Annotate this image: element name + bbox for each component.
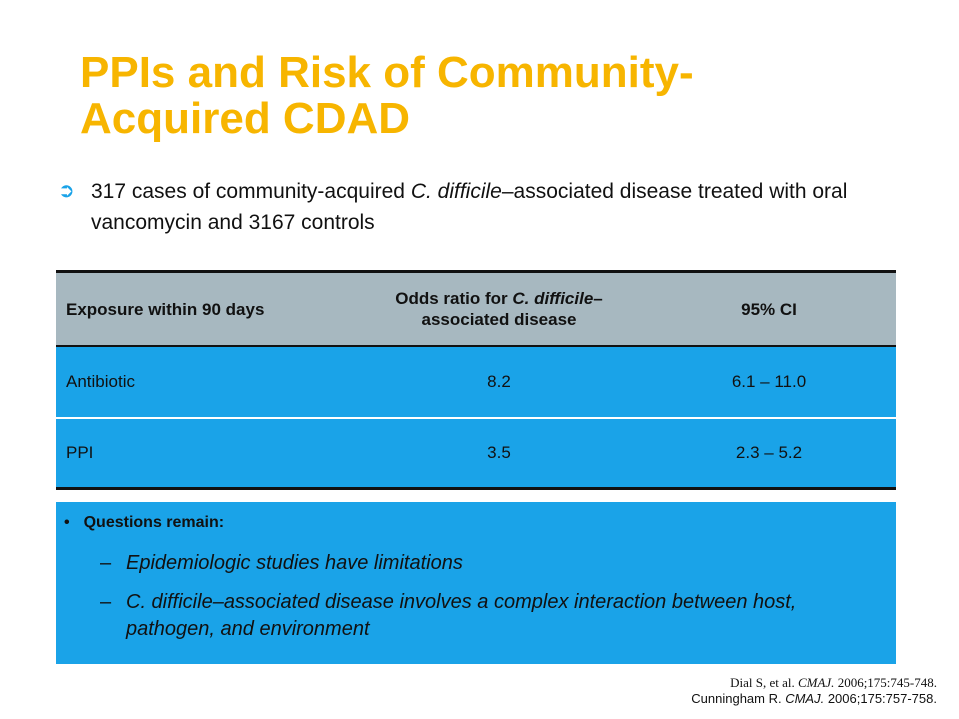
question-item: – Epidemiologic studies have limitations	[100, 550, 890, 577]
dash-marker: –	[100, 552, 112, 574]
reference-1: Dial S, et al. CMAJ. 2006;175:745-748.	[691, 675, 937, 691]
header-odds-italic: C. difficile	[512, 289, 594, 308]
reference-2-citation: 2006;175:757-758.	[824, 691, 937, 706]
question-item-text: C. difficile–associated disease involves…	[126, 591, 797, 640]
header-odds-part1: Odds ratio for	[395, 289, 513, 308]
header-odds-part2: –	[593, 289, 603, 308]
arrow-bullet-icon: ➲	[58, 180, 75, 202]
odds-table: Exposure within 90 days Odds ratio for C…	[56, 270, 896, 490]
reference-2: Cunningham R. CMAJ. 2006;175:757-758.	[691, 691, 937, 707]
row-odds: 3.5	[487, 443, 511, 462]
reference-1-journal: CMAJ.	[797, 675, 835, 690]
table-header-row: Exposure within 90 days Odds ratio for C…	[56, 273, 896, 347]
dash-marker: –	[100, 591, 112, 613]
table-row: PPI 3.5 2.3 – 5.2	[56, 419, 896, 487]
reference-1-citation: 2006;175:745-748.	[834, 675, 937, 690]
slide-title-line2: Acquired CDAD	[80, 94, 411, 143]
questions-panel: • Questions remain: – Epidemiologic studi…	[56, 502, 896, 664]
reference-1-authors: Dial S, et al.	[730, 675, 798, 690]
row-exposure: PPI	[66, 443, 94, 462]
lead-text-part2: –associated disease treated with oral va…	[91, 180, 848, 234]
row-ci: 2.3 – 5.2	[735, 443, 803, 462]
header-odds-ratio: Odds ratio for C. difficile– associated …	[356, 288, 642, 330]
question-item-text: Epidemiologic studies have limitations	[126, 552, 463, 574]
bullet-dot: •	[64, 514, 70, 531]
question-item: – C. difficile–associated disease involv…	[100, 589, 890, 643]
reference-2-journal: CMAJ.	[785, 691, 825, 706]
header-ci: 95% CI	[741, 299, 797, 319]
lead-text: 317 cases of community-acquired C. diffi…	[91, 176, 918, 238]
row-odds: 8.2	[487, 372, 511, 391]
questions-heading-text: Questions remain:	[83, 514, 225, 531]
header-exposure: Exposure within 90 days	[66, 299, 265, 319]
lead-text-italic: C. difficile	[410, 180, 502, 203]
header-odds-line2: associated disease	[421, 310, 577, 329]
table-row: Antibiotic 8.2 6.1 – 11.0	[56, 347, 896, 419]
references: Dial S, et al. CMAJ. 2006;175:745-748. C…	[691, 675, 937, 707]
slide-title: PPIs and Risk of Community- Acquired CDA…	[80, 50, 920, 142]
row-ci: 6.1 – 11.0	[731, 372, 807, 391]
row-exposure: Antibiotic	[66, 372, 135, 391]
lead-bullet: ➲ 317 cases of community-acquired C. dif…	[58, 176, 918, 238]
reference-2-authors: Cunningham R.	[691, 691, 786, 706]
lead-text-part1: 317 cases of community-acquired	[91, 180, 411, 203]
slide-title-line1: PPIs and Risk of Community-	[80, 48, 694, 97]
questions-heading: • Questions remain:	[64, 514, 224, 532]
